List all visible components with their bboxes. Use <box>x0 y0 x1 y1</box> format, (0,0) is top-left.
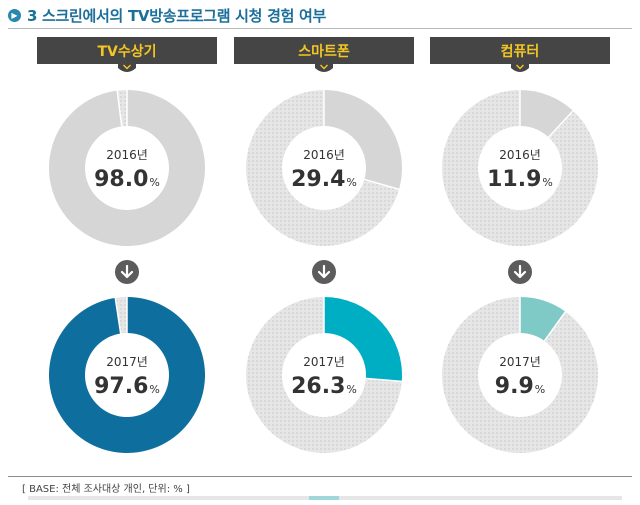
device-header-label: 스마트폰 <box>298 44 350 60</box>
device-header-2: 컴퓨터 <box>430 37 610 72</box>
slice-separator <box>364 377 403 383</box>
device-header-bar <box>430 37 610 64</box>
year-label: 2016년 <box>106 148 148 162</box>
arrow-down-icon <box>317 264 331 279</box>
value-number: 98.0 <box>94 167 148 192</box>
device-header-1: 스마트폰 <box>234 37 414 72</box>
value-unit: % <box>149 176 159 189</box>
section-title: ▶ 3 스크린에서의 TV방송프로그램 시청 경험 여부 <box>8 4 326 26</box>
donut-remainder-slice <box>441 297 598 454</box>
donut-value-slice <box>324 297 402 382</box>
device-header-label: TV수상기 <box>97 44 156 60</box>
title-divider <box>8 28 632 29</box>
slice-separator <box>114 296 122 335</box>
donut-remainder-slice <box>246 90 400 246</box>
donut-value-slice <box>49 89 206 246</box>
value-label: 11.9% <box>487 167 553 192</box>
year-label: 2017년 <box>499 355 541 369</box>
value-unit: % <box>346 383 356 396</box>
chevron-right-circle-icon: ▶ <box>8 8 21 22</box>
chart-title: 3 스크린에서의 TV방송프로그램 시청 경험 여부 <box>27 6 326 25</box>
arrow-down-icon <box>120 264 134 279</box>
value-label: 9.9% <box>495 374 545 399</box>
value-number: 11.9 <box>487 167 541 192</box>
year-label: 2016년 <box>303 148 345 162</box>
value-unit: % <box>346 176 356 189</box>
slice-separator <box>116 89 123 128</box>
value-label: 97.6% <box>94 374 160 399</box>
donut-remainder-slice <box>117 90 127 127</box>
value-unit: % <box>535 383 545 396</box>
value-number: 29.4 <box>291 167 345 192</box>
arrow-down-icon <box>513 264 527 279</box>
donut-value-slice <box>520 90 574 138</box>
donut-remainder-slice <box>245 297 402 453</box>
donut-value-slice <box>48 297 205 453</box>
slice-separator <box>543 310 567 343</box>
value-label: 98.0% <box>94 167 160 192</box>
donut-remainder-slice <box>115 297 127 334</box>
chevron-down-icon <box>123 64 131 70</box>
value-unit: % <box>542 176 552 189</box>
footer-divider <box>8 476 632 477</box>
year-label: 2017년 <box>106 355 148 369</box>
device-header-bar <box>234 37 414 64</box>
value-label: 26.3% <box>291 374 357 399</box>
donut-value-slice <box>520 297 566 341</box>
value-number: 97.6 <box>94 374 148 399</box>
slice-separator <box>547 109 575 139</box>
donut-value-slice <box>324 90 402 190</box>
value-unit: % <box>149 383 159 396</box>
year-label: 2016년 <box>499 148 541 162</box>
year-label: 2017년 <box>303 355 345 369</box>
donut-chart-grid: TV수상기2016년98.0%2017년97.6%스마트폰2016년29.4%2… <box>37 37 610 454</box>
value-number: 9.9 <box>495 374 534 399</box>
donut-remainder-slice <box>441 90 598 247</box>
value-number: 26.3 <box>291 374 345 399</box>
device-header-label: 컴퓨터 <box>501 44 540 60</box>
device-header-0: TV수상기 <box>37 37 217 72</box>
base-note: [ BASE: 전체 조사대상 개인, 단위: % ] <box>22 484 190 495</box>
chevron-down-icon <box>516 64 524 70</box>
value-label: 29.4% <box>291 167 357 192</box>
device-header-bar <box>37 37 217 64</box>
horizontal-scrollbar-thumb[interactable] <box>309 496 339 500</box>
slice-separator <box>363 178 401 191</box>
chevron-down-icon <box>320 64 328 70</box>
